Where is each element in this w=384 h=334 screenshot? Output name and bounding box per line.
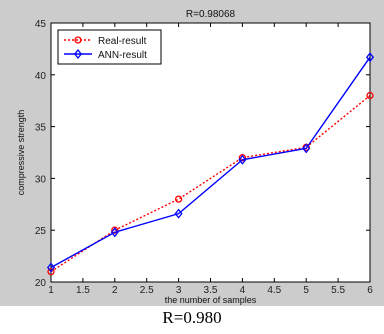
data-point	[111, 226, 119, 234]
y-axis-label: compressive strength	[16, 110, 26, 196]
data-point	[365, 52, 375, 63]
y-tick-label: 20	[35, 278, 47, 289]
x-tick-label: 2	[112, 285, 118, 296]
x-tick-label: 5	[303, 285, 309, 296]
legend-box	[57, 29, 162, 65]
series-line	[50, 94, 371, 273]
x-tick-label: 1	[48, 285, 54, 296]
data-point	[174, 195, 183, 203]
x-tick-label: 2.5	[140, 285, 154, 296]
data-point	[47, 267, 55, 276]
data-point	[110, 227, 119, 238]
x-tick-label: 1.5	[76, 285, 90, 296]
x-tick-label: 3.5	[204, 285, 218, 296]
y-tick-label: 30	[35, 174, 47, 185]
data-point	[73, 48, 83, 60]
data-point	[302, 143, 311, 154]
series-line	[50, 56, 371, 269]
x-tick-label: 4.5	[267, 285, 281, 296]
line-chart: R=0.98068 1 1.5 2 2.5 3 3.5 4 4.5 5 5.5 6 20 25 30 35 40…	[16, 9, 375, 305]
y-tick-label: 40	[35, 71, 47, 82]
x-tick-label: 5.5	[331, 285, 345, 296]
data-point	[74, 36, 82, 44]
x-tick-label: 4	[240, 285, 246, 296]
data-point	[238, 154, 247, 162]
x-tick-label: 6	[367, 285, 373, 296]
y-tick-label: 45	[35, 19, 47, 30]
data-point	[174, 208, 183, 219]
figure-window: R=0.98068 1 1.5 2 2.5 3 3.5 4 4.5 5 5.5 6 20 25 30 35 40…	[0, 0, 384, 306]
chart-title: R=0.98068	[186, 9, 236, 20]
legend-label: ANN-result	[98, 50, 147, 61]
data-point	[46, 262, 56, 273]
x-tick-label: 3	[176, 285, 182, 296]
data-point	[238, 154, 247, 165]
data-point	[366, 91, 374, 100]
legend-label: Real-result	[98, 36, 147, 47]
x-axis-label: the number of samples	[165, 295, 257, 305]
caption: R=0.980	[162, 308, 222, 327]
y-tick-label: 25	[35, 226, 47, 237]
y-tick-label: 35	[35, 123, 47, 134]
